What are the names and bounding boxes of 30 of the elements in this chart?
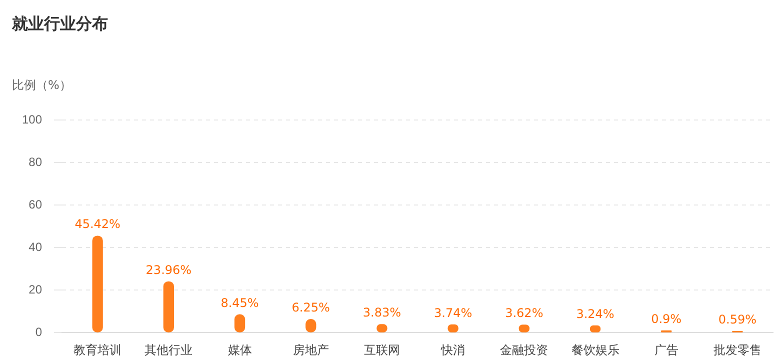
x-tick-label: 快消 [440, 342, 466, 357]
data-label: 3.74% [434, 306, 472, 320]
data-label: 6.25% [292, 300, 330, 314]
data-label: 3.83% [362, 306, 402, 320]
x-tick-label: 互联网 [364, 342, 400, 357]
data-label: 8.45% [220, 296, 259, 310]
y-tick-label: 100 [22, 112, 42, 126]
data-label: 23.96% [146, 262, 192, 277]
x-tick-label: 批发零售 [713, 342, 762, 357]
y-tick-label: 60 [28, 197, 42, 212]
bar [163, 281, 174, 332]
x-tick-label: 餐饮娱乐 [571, 342, 620, 357]
data-label: 3.24% [576, 306, 614, 321]
x-tick-label: 媒体 [228, 342, 252, 357]
x-tick-label: 其他行业 [144, 342, 193, 357]
y-axis-title: 比例（%） [12, 77, 72, 94]
data-label: 3.62% [505, 306, 544, 320]
bar [92, 236, 103, 332]
x-tick-label: 金融投资 [500, 342, 548, 357]
data-label: 0.9% [651, 312, 682, 326]
x-tick-label: 教育培训 [74, 342, 122, 357]
y-tick-label: 80 [28, 154, 42, 169]
chart-title: 就业行业分布 [12, 14, 108, 35]
y-tick-label: 20 [28, 282, 42, 296]
y-tick-label: 40 [28, 240, 42, 254]
x-tick-label: 广告 [654, 342, 678, 357]
data-label: 0.59% [718, 312, 757, 326]
data-label: 45.42% [74, 217, 120, 232]
x-tick-label: 房地产 [292, 342, 329, 357]
y-tick-label: 0 [35, 324, 42, 339]
